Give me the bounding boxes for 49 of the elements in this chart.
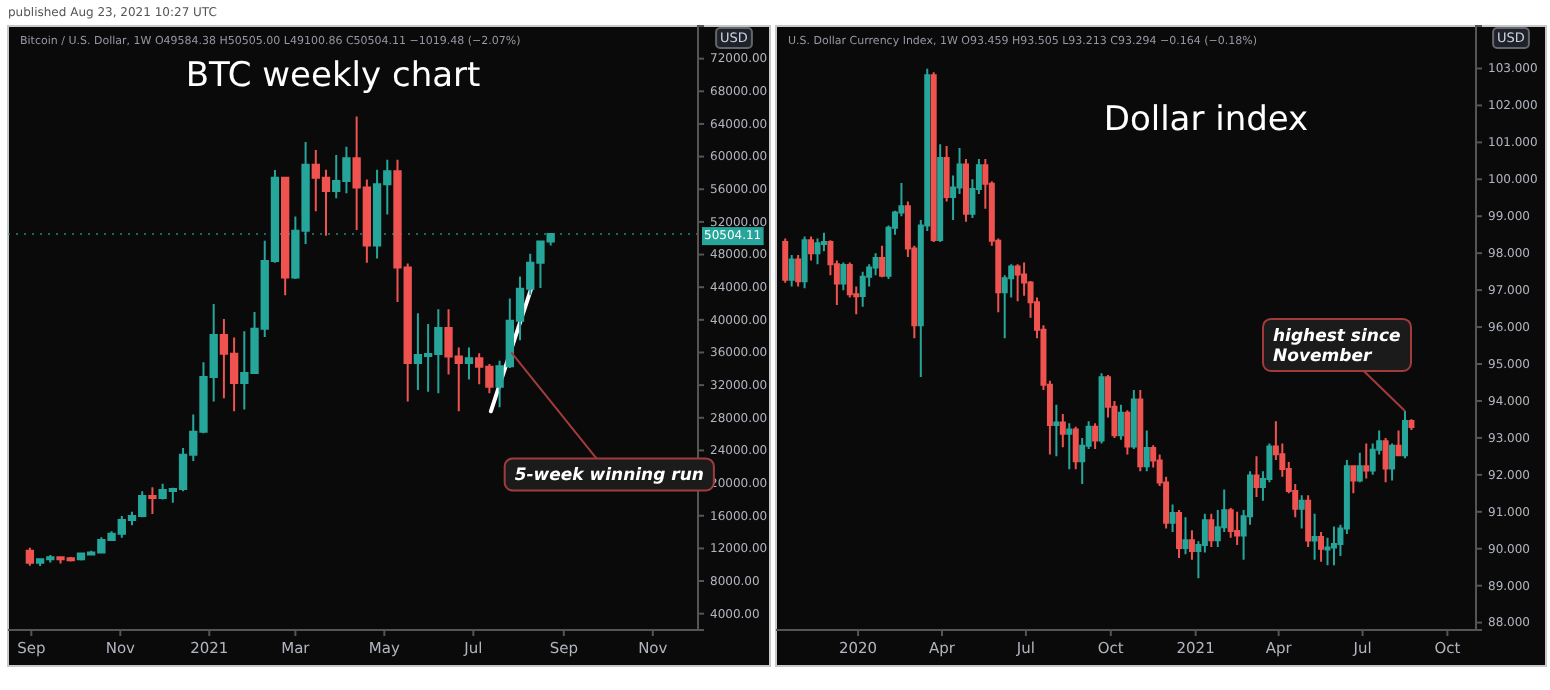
candlestick xyxy=(1408,418,1415,432)
candlestick xyxy=(1066,422,1073,471)
candlestick xyxy=(1395,429,1402,458)
candlestick xyxy=(464,346,474,381)
candlestick xyxy=(795,254,802,288)
candlestick xyxy=(1253,455,1260,499)
candlestick xyxy=(1234,510,1241,547)
candlestick xyxy=(1382,436,1389,484)
candlestick xyxy=(1072,425,1079,471)
candlestick xyxy=(1227,507,1234,539)
candlestick xyxy=(782,237,789,284)
candlestick xyxy=(1363,442,1370,480)
candlestick xyxy=(1356,451,1363,484)
candlestick xyxy=(1389,442,1396,482)
candlestick xyxy=(788,254,795,288)
text: Dollar index xyxy=(1103,100,1309,140)
candlestick xyxy=(1305,494,1312,548)
candlestick xyxy=(840,261,847,292)
candlestick xyxy=(962,157,969,223)
candlestick xyxy=(1311,512,1318,561)
candlestick xyxy=(1318,531,1325,563)
candlestick xyxy=(1208,512,1215,548)
candlestick xyxy=(1059,412,1066,449)
candlestick xyxy=(148,486,157,516)
candlestick xyxy=(1053,403,1060,458)
candlestick xyxy=(801,235,808,290)
candlestick xyxy=(1176,508,1183,559)
candlestick xyxy=(1188,529,1195,561)
candlestick xyxy=(1124,409,1131,456)
candlestick xyxy=(1130,388,1137,450)
candlestick xyxy=(1182,516,1189,556)
candlestick xyxy=(1330,525,1337,567)
candlestick xyxy=(1298,494,1305,530)
candlestick xyxy=(1169,503,1176,534)
candlestick xyxy=(1350,464,1357,495)
candlestick xyxy=(808,235,815,262)
candlestick xyxy=(1143,429,1150,473)
candlestick xyxy=(814,237,821,266)
text: BTC weekly chart xyxy=(185,56,482,96)
candlestick xyxy=(859,270,866,308)
candlestick xyxy=(943,145,950,203)
candlestick xyxy=(1014,263,1021,303)
candlestick xyxy=(25,546,35,567)
candlestick xyxy=(1092,422,1099,450)
candlestick xyxy=(879,244,886,279)
annotation: 5-week winning run xyxy=(514,466,704,487)
candlestick xyxy=(1401,409,1408,460)
annotation: highest since November xyxy=(1272,326,1401,367)
candlestick xyxy=(1117,403,1124,441)
